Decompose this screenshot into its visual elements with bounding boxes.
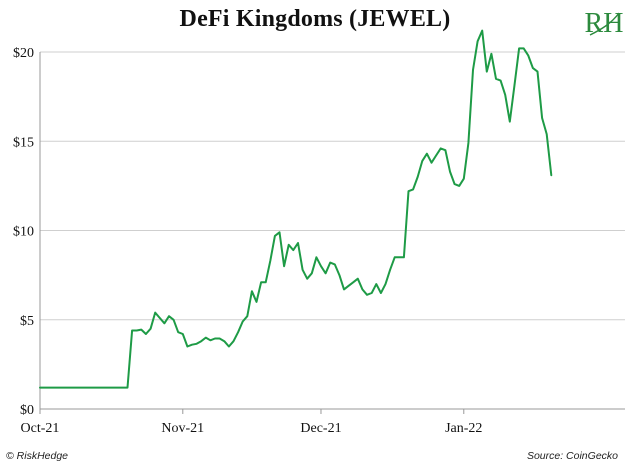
y-tick-label: $0 [20,403,34,418]
axes [39,52,625,414]
x-tick-label: Dec-21 [300,421,341,436]
riskhedge-logo: RH [585,8,624,39]
x-tick-labels: Oct-21 Nov-21 Dec-21 Jan-22 [21,421,483,436]
x-tick-label: Nov-21 [161,421,204,436]
series-layer [39,29,553,389]
grid-lines [40,51,625,321]
x-tick-label: Jan-22 [445,421,482,436]
series-line-0 [39,29,553,389]
y-tick-label: $20 [13,46,34,61]
chart-title: DeFi Kingdoms (JEWEL) [179,6,451,32]
copyright-note: © RiskHedge [6,450,69,462]
y-tick-label: $5 [20,314,34,329]
logo-swoosh [589,12,620,36]
source-note: Source: CoinGecko [526,450,618,462]
x-tick-label: Oct-21 [21,421,60,436]
y-tick-label: $10 [13,225,34,240]
y-tick-label: $15 [13,135,34,150]
y-tick-labels: $0 $5 $10 $15 $20 [13,46,34,418]
